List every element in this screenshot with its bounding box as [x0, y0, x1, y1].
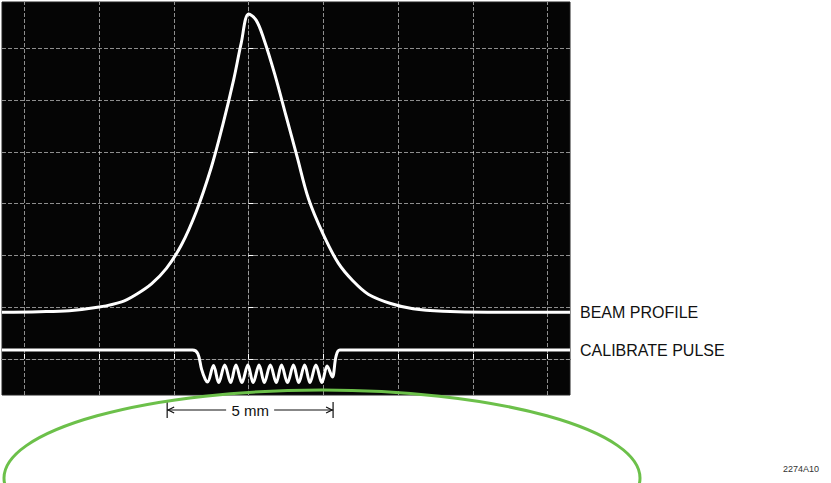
svg-text:BEAM PROFILE: BEAM PROFILE [580, 304, 698, 321]
svg-text:5 mm: 5 mm [231, 402, 268, 419]
svg-text:2274A10: 2274A10 [783, 464, 819, 474]
svg-text:CALIBRATE PULSE: CALIBRATE PULSE [580, 342, 725, 359]
